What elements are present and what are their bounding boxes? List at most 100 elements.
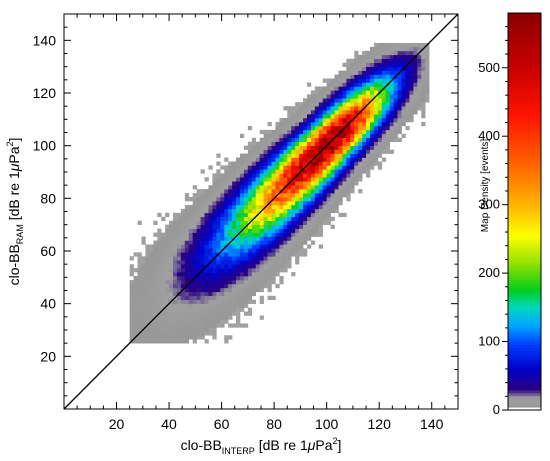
density-cell [413, 78, 418, 83]
density-cell [314, 208, 320, 214]
density-cell [216, 315, 221, 320]
density-cell [243, 208, 249, 214]
density-cell [239, 236, 245, 241]
density-cell [275, 181, 280, 186]
density-cell [259, 224, 264, 229]
density-cell [243, 287, 249, 293]
density-cell [275, 248, 280, 253]
density-cell [287, 240, 292, 245]
density-cell [267, 240, 272, 245]
density-cell [401, 106, 406, 111]
density-cell [239, 299, 245, 304]
density-cell [421, 66, 426, 71]
density-cell [314, 110, 320, 115]
density-cell [239, 244, 245, 249]
density-cell [243, 161, 249, 166]
density-cell [239, 307, 245, 312]
density-cell [220, 295, 225, 301]
density-cell [133, 319, 138, 324]
density-cell [157, 283, 162, 289]
density-cell [224, 283, 229, 289]
density-cell [358, 54, 363, 60]
density-cell [338, 145, 343, 150]
density-cell [236, 216, 241, 222]
density-cell [334, 197, 339, 202]
density-cell [318, 110, 324, 115]
density-cell [259, 260, 264, 265]
colorbar-band [508, 313, 541, 317]
colorbar-tick-label: 500 [478, 60, 500, 75]
density-cell [145, 268, 150, 273]
density-cell [287, 256, 292, 261]
density-cell [224, 291, 229, 297]
colorbar-band [508, 112, 541, 116]
density-cell [417, 90, 422, 95]
density-cell [366, 165, 371, 170]
density-cell [263, 220, 268, 225]
density-cell [283, 260, 288, 265]
density-cell [145, 307, 150, 312]
density-cell [251, 169, 257, 174]
density-cell [180, 260, 186, 265]
density-cell [196, 232, 201, 237]
density-cell [417, 54, 422, 60]
density-cell [196, 189, 201, 194]
density-cell [220, 240, 225, 245]
density-cell [377, 141, 383, 146]
density-cell [358, 161, 363, 166]
density-cell [188, 212, 194, 218]
density-cell [224, 279, 229, 285]
density-cell [243, 291, 249, 297]
density-cell [255, 268, 260, 273]
density-cell [216, 208, 221, 214]
density-cell [362, 137, 367, 143]
colorbar-frame [507, 12, 542, 411]
density-cell [220, 193, 225, 198]
density-cell [192, 220, 197, 225]
density-cell [389, 129, 394, 135]
density-cell [188, 315, 194, 320]
density-cell [417, 106, 422, 111]
density-cell [373, 62, 379, 67]
density-cell [259, 216, 264, 222]
colorbar-band [508, 316, 541, 320]
density-cell [204, 248, 209, 253]
density-cell [354, 181, 359, 186]
density-cell [397, 54, 402, 60]
density-cell [180, 303, 186, 308]
density-cell [133, 252, 138, 257]
density-cell [200, 315, 205, 320]
density-cell [267, 157, 272, 162]
density-cell [299, 240, 304, 245]
density-cell [239, 264, 245, 269]
colorbar-band [508, 15, 541, 20]
density-cell [425, 82, 430, 87]
density-cell [161, 252, 166, 257]
density-cell [188, 224, 194, 229]
density-cell [413, 98, 418, 103]
density-cell [287, 161, 292, 166]
density-cell [243, 303, 249, 308]
density-cell [255, 204, 260, 210]
density-cell [216, 240, 221, 245]
density-cell [370, 149, 375, 154]
density-cell [208, 291, 213, 297]
density-cell [259, 204, 264, 210]
colorbar-band [508, 225, 541, 229]
density-cell [303, 220, 308, 225]
density-cell [295, 224, 300, 229]
density-cell [291, 204, 296, 210]
density-cell [220, 232, 225, 237]
density-cell [153, 287, 158, 293]
density-cell [184, 335, 190, 340]
density-cell [342, 62, 347, 67]
density-cell [271, 141, 276, 146]
density-cell [251, 161, 257, 166]
density-cell [385, 129, 391, 135]
density-cell [303, 177, 308, 182]
density-cell [149, 252, 154, 257]
density-cell [188, 216, 194, 222]
density-cell [401, 118, 406, 123]
density-cell [350, 141, 355, 146]
density-cell [220, 303, 225, 308]
